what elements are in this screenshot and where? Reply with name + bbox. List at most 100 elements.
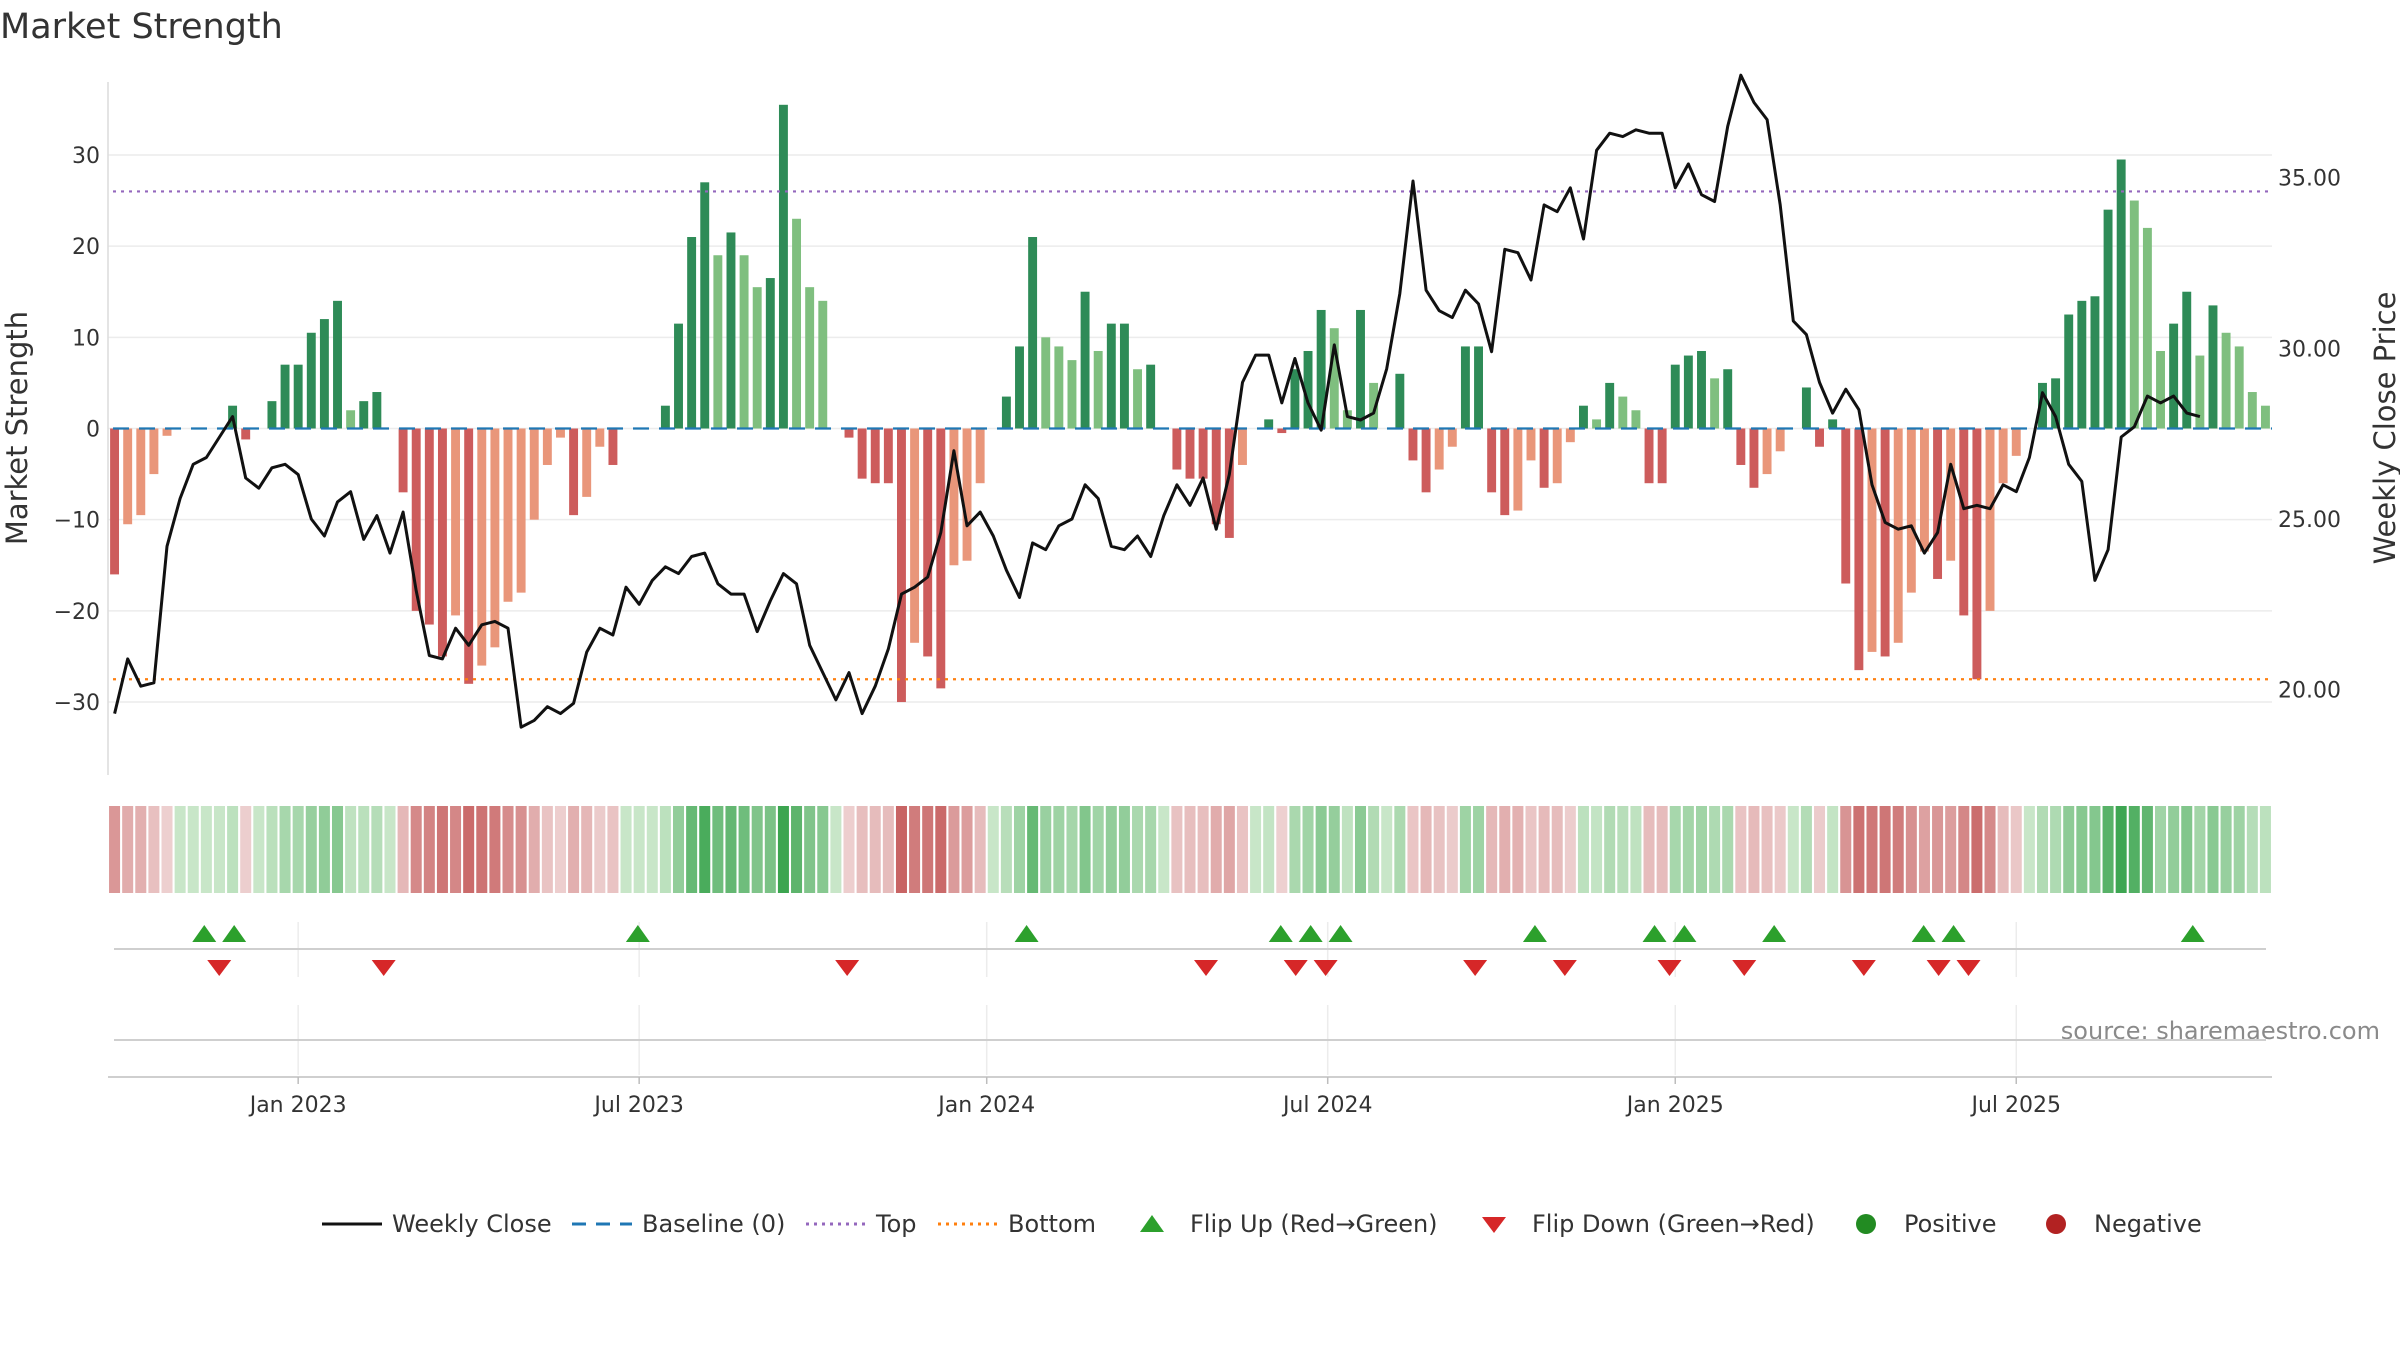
heat-cell xyxy=(1604,806,1616,893)
strength-bar xyxy=(857,428,867,479)
strength-bar xyxy=(1670,364,1680,429)
heat-cell xyxy=(1092,806,1104,893)
heat-cell xyxy=(161,806,173,893)
heat-cell xyxy=(515,806,527,893)
heat-cell xyxy=(2036,806,2048,893)
y-left-tick-label: 0 xyxy=(86,418,100,443)
heat-cell xyxy=(1722,806,1734,893)
strength-bar xyxy=(2169,323,2179,429)
y-left-tick-label: 30 xyxy=(72,144,100,169)
heat-cell xyxy=(1669,806,1681,893)
strength-bar xyxy=(2195,355,2205,429)
heat-cell xyxy=(2155,806,2167,893)
heat-cell xyxy=(2076,806,2088,893)
heat-cell xyxy=(1958,806,1970,893)
weekly-close-series xyxy=(113,73,2201,729)
legend-item: Weekly Close xyxy=(322,1210,552,1238)
strength-bar xyxy=(1500,428,1510,516)
heat-cell xyxy=(1630,806,1642,893)
strength-bar xyxy=(1644,428,1654,484)
heat-cell xyxy=(187,806,199,893)
flip-up-marker xyxy=(192,925,217,942)
y-left-tick-label: −30 xyxy=(54,691,100,716)
strength-bar xyxy=(1539,428,1549,488)
strength-bar xyxy=(2260,405,2270,429)
heat-cell xyxy=(1709,806,1721,893)
heat-cell xyxy=(502,806,514,893)
strength-bar xyxy=(1224,428,1234,538)
heat-cell xyxy=(1118,806,1130,893)
heat-cell xyxy=(1420,806,1432,893)
strength-bar xyxy=(608,428,618,465)
strength-bar xyxy=(1605,382,1615,429)
heat-cell xyxy=(751,806,763,893)
heat-cell xyxy=(1892,806,1904,893)
heat-cell xyxy=(1027,806,1039,893)
legend-label: Baseline (0) xyxy=(642,1210,785,1238)
strength-bar xyxy=(962,428,972,561)
weekly-close-line xyxy=(113,73,2201,729)
flip-up-marker xyxy=(1522,925,1547,942)
strength-bar xyxy=(2077,300,2087,429)
strength-bar xyxy=(713,255,723,429)
strength-bar xyxy=(1447,428,1457,447)
strength-bar xyxy=(936,428,946,689)
strength-bar xyxy=(451,428,461,616)
x-tick-label: Jul 2025 xyxy=(1969,1093,2061,1118)
strength-bar xyxy=(1434,428,1444,470)
heat-cell xyxy=(2181,806,2193,893)
heat-cell xyxy=(895,806,907,893)
heat-cell xyxy=(1145,806,1157,893)
strength-bar xyxy=(2208,305,2218,429)
flip-up-marker xyxy=(2180,925,2205,942)
heat-cell xyxy=(1512,806,1524,893)
flip-up-marker xyxy=(625,925,650,942)
heat-cell xyxy=(279,806,291,893)
strength-bar xyxy=(700,182,710,429)
strength-bar xyxy=(1211,428,1221,525)
strength-bar xyxy=(910,428,920,643)
strength-bar xyxy=(1119,323,1129,429)
legend-label: Flip Down (Green→Red) xyxy=(1532,1210,1815,1238)
heat-cell xyxy=(410,806,422,893)
heat-cell xyxy=(240,806,252,893)
heat-cell xyxy=(581,806,593,893)
strength-bar xyxy=(1723,369,1733,429)
y-axis-right-ticks: 35.00 30.00 25.00 20.00 xyxy=(2278,167,2341,704)
strength-bar xyxy=(398,428,408,493)
strength-bar xyxy=(1001,396,1011,429)
flip-up-marker xyxy=(1268,925,1293,942)
heat-cell xyxy=(633,806,645,893)
y-right-tick-label: 35.00 xyxy=(2278,167,2341,192)
strength-bar xyxy=(267,401,277,429)
heat-cell xyxy=(227,806,239,893)
strength-bar xyxy=(883,428,893,484)
flip-up-marker xyxy=(1672,925,1697,942)
strength-bar xyxy=(1762,428,1772,475)
strength-bar xyxy=(110,428,120,575)
strength-bar xyxy=(1815,428,1824,447)
heat-cell xyxy=(777,806,789,893)
strength-bar xyxy=(1946,428,1956,561)
strength-bar xyxy=(1775,428,1785,452)
heat-cell xyxy=(961,806,973,893)
strength-bar xyxy=(556,428,565,438)
y-right-tick-label: 20.00 xyxy=(2278,679,2341,704)
heat-cell xyxy=(1171,806,1183,893)
heat-cell xyxy=(332,806,344,893)
heat-cell xyxy=(1210,806,1222,893)
strength-bar xyxy=(1828,419,1838,429)
strength-bar xyxy=(1565,428,1575,443)
y-axis-right-label: Weekly Close Price xyxy=(2368,292,2400,565)
strength-bar xyxy=(1172,428,1182,470)
heat-cell xyxy=(305,806,317,893)
heat-cell xyxy=(1564,806,1576,893)
strength-bar xyxy=(123,428,133,525)
strength-bar xyxy=(1919,428,1929,552)
strength-bar xyxy=(490,428,500,648)
heat-cell xyxy=(2246,806,2258,893)
strength-bar xyxy=(1998,428,2008,484)
heat-cell xyxy=(817,806,829,893)
y-axis-left-label: Market Strength xyxy=(0,311,34,545)
strength-bar xyxy=(359,401,369,429)
